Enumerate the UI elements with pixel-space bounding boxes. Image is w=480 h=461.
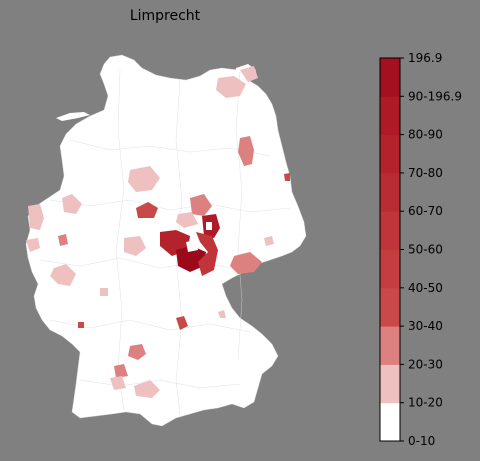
district-center-dark [176, 246, 206, 272]
colorbar-segment [380, 326, 400, 365]
district-rhein-3 [50, 264, 76, 286]
colorbar-segment [380, 364, 400, 404]
district-bw-3 [110, 376, 126, 390]
district-west-2 [28, 204, 44, 230]
colorbar-segment [380, 211, 400, 250]
district-rhein-1 [26, 238, 40, 252]
map-title: Limprecht [129, 8, 201, 24]
colorbar-segment [380, 172, 400, 212]
colorbar-tick-label: 60-70 [408, 204, 443, 218]
district-east-small [264, 236, 274, 246]
island-north [56, 112, 90, 121]
colorbar-segment [380, 402, 400, 442]
district-bavaria-east [218, 310, 226, 318]
district-halle-west [176, 212, 198, 228]
choropleth-districts [26, 66, 290, 398]
district-north-east-small [240, 66, 258, 82]
district-bw-1 [128, 344, 146, 360]
colorbar-segment [380, 58, 400, 97]
colorbar-tick-label: 196.9 [408, 51, 442, 65]
colorbar-tick-label: 90-196.9 [408, 89, 462, 103]
colorbar-tick-label: 50-60 [408, 243, 443, 257]
district-central-north [128, 166, 160, 192]
district-magdeburg-area [136, 202, 158, 218]
colorbar-tick-label: 70-80 [408, 166, 443, 180]
colorbar-segment [380, 96, 400, 136]
colorbar-tick-label: 0-10 [408, 434, 435, 448]
district-center-right [196, 232, 218, 276]
germany-district-map [25, 54, 307, 427]
district-center-hole [186, 240, 198, 252]
district-kassel [124, 236, 146, 256]
district-saar [78, 322, 84, 328]
district-bw-2 [114, 364, 128, 378]
district-east-border [284, 173, 290, 181]
district-west-1 [62, 194, 82, 214]
colorbar-segment [380, 287, 400, 327]
colorbar-tick-label: 30-40 [408, 319, 443, 333]
district-dresden-east [230, 252, 262, 274]
district-neubrandenburg [238, 136, 254, 166]
district-halle-north [190, 194, 212, 216]
district-rhein-2 [58, 234, 68, 246]
colorbar-tick-label: 20-30 [408, 357, 443, 371]
colorbar-segment [380, 134, 400, 174]
district-nuremberg [176, 316, 188, 330]
colorbar-tick-label: 80-90 [408, 128, 443, 142]
district-ruegen-area [216, 76, 246, 98]
colorbar-tick-label: 40-50 [408, 281, 443, 295]
district-bavaria-south [134, 380, 160, 398]
district-hole [206, 222, 212, 230]
colorbar-segment [380, 249, 400, 289]
district-hessen-small [100, 288, 108, 296]
colorbar-tick-label: 10-20 [408, 396, 443, 410]
